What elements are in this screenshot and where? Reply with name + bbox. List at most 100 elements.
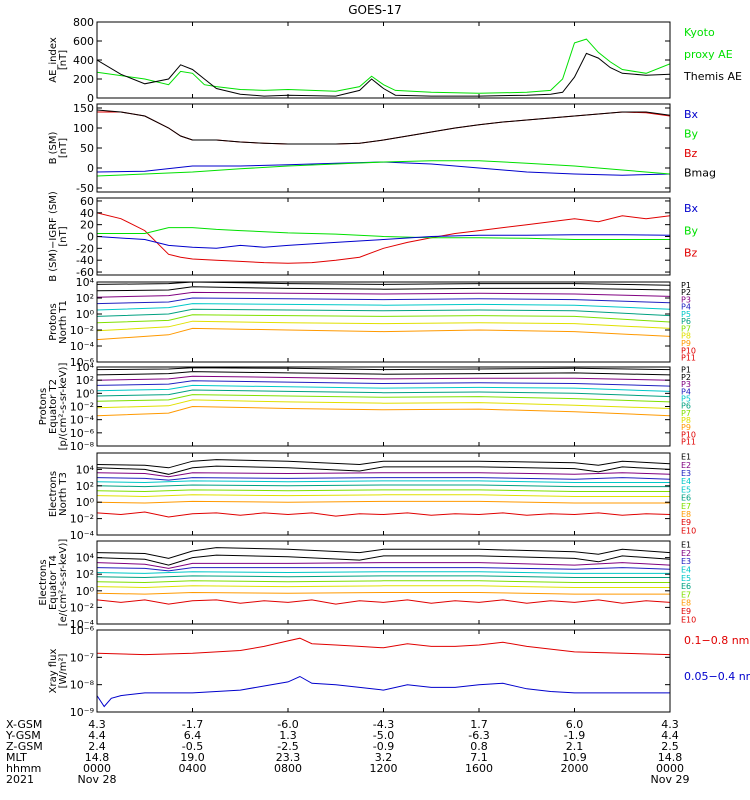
series-line-3 bbox=[97, 562, 670, 569]
x-row-value: 0000 bbox=[83, 762, 111, 775]
legend-label: P7 bbox=[681, 324, 691, 333]
x-axis-table: X-GSM 4.3 -1.7 -6.0 -4.3 1.7 6.0 4.3 Y-GSM 4.4 6.4… bbox=[5, 718, 689, 786]
panel-frame bbox=[96, 629, 671, 713]
x-row-value: -2.5 bbox=[277, 740, 298, 753]
series-line-1 bbox=[97, 367, 670, 371]
y-axis-label: [W/m²] bbox=[58, 653, 69, 688]
legend-label: P8 bbox=[681, 416, 691, 425]
y-tick-label: 10⁰ bbox=[76, 387, 95, 400]
series-group bbox=[97, 637, 670, 708]
series-line-1 bbox=[97, 547, 670, 559]
series-line-1 bbox=[97, 111, 670, 145]
x-row-value: 4.3 bbox=[88, 718, 106, 731]
legend-label: E3 bbox=[681, 557, 691, 566]
series-line-2 bbox=[97, 109, 670, 145]
legend-label: P9 bbox=[681, 339, 691, 348]
legend-label: E5 bbox=[681, 574, 691, 583]
panel-frame bbox=[96, 21, 671, 99]
y-axis-label: B (SM)−IGRF (SM) bbox=[48, 191, 59, 282]
y-tick-label: 10⁻⁸ bbox=[70, 679, 95, 692]
series-group bbox=[97, 38, 670, 97]
x-row-value: 1.3 bbox=[279, 729, 297, 742]
y-tick-label: 10² bbox=[76, 292, 94, 305]
legend-label: P6 bbox=[681, 402, 691, 411]
series-line-4 bbox=[97, 477, 670, 481]
panel-frame bbox=[96, 103, 671, 193]
y-axis-label: Xray flux bbox=[48, 649, 59, 694]
y-tick-label: 400 bbox=[73, 54, 94, 67]
x-row-value: 6.4 bbox=[184, 729, 202, 742]
x-row-label: Y-GSM bbox=[5, 729, 41, 742]
y-axis-label: AE_index bbox=[48, 37, 59, 83]
legend-label: E7 bbox=[681, 502, 691, 511]
legend-label: P9 bbox=[681, 423, 691, 432]
series-group bbox=[97, 109, 670, 177]
series-line-1 bbox=[97, 637, 670, 656]
y-axis-label: Protons bbox=[48, 303, 59, 340]
legend-label: E3 bbox=[681, 469, 691, 478]
x-row-value: 6.0 bbox=[566, 718, 584, 731]
y-axis-label: North T3 bbox=[58, 472, 69, 516]
y-tick-label: 0 bbox=[87, 92, 94, 105]
y-tick-label: 10⁴ bbox=[76, 463, 95, 476]
series-line-10 bbox=[97, 599, 670, 605]
legend-label: E10 bbox=[681, 615, 696, 624]
series-line-4 bbox=[97, 567, 670, 572]
legend-label: E9 bbox=[681, 518, 691, 527]
x-row-value: -5.0 bbox=[373, 729, 394, 742]
series-line-4 bbox=[97, 297, 670, 305]
legend-label: Bx bbox=[684, 108, 699, 121]
legend-label: E2 bbox=[681, 549, 691, 558]
series-line-3 bbox=[97, 472, 670, 478]
x-row-value: 14.8 bbox=[658, 751, 683, 764]
legend-label: E2 bbox=[681, 461, 691, 470]
series-line-7 bbox=[97, 394, 670, 403]
series-group bbox=[97, 459, 670, 518]
legend-label: E10 bbox=[681, 526, 696, 535]
y-tick-label: -40 bbox=[76, 254, 94, 267]
y-tick-label: 0 bbox=[87, 162, 94, 175]
x-row-value: 2.1 bbox=[566, 740, 584, 753]
series-line-5 bbox=[97, 480, 670, 484]
legend-label: P2 bbox=[681, 373, 691, 382]
series-line-10 bbox=[97, 511, 670, 518]
series-line-9 bbox=[97, 500, 670, 504]
legend-label: Bz bbox=[684, 247, 698, 260]
legend-label: P3 bbox=[681, 295, 691, 304]
legend-label: Kyoto bbox=[684, 26, 715, 39]
y-tick-label: 10⁻⁴ bbox=[70, 618, 95, 631]
series-line-3 bbox=[97, 291, 670, 298]
y-tick-label: 10⁻⁴ bbox=[70, 414, 95, 427]
start-date-label: Nov 28 bbox=[78, 773, 117, 786]
x-row-value: 2000 bbox=[561, 762, 589, 775]
legend-label: P4 bbox=[681, 387, 691, 396]
y-tick-label: 10⁻⁶ bbox=[70, 624, 95, 637]
series-line-6 bbox=[97, 389, 670, 398]
x-row-value: -1.9 bbox=[564, 729, 585, 742]
legend-label: proxy AE bbox=[684, 48, 733, 61]
panel-4: 10⁻⁶ 10⁻⁴ 10⁻² 10⁰ 10² 10⁴ Protons North T1 P1P2… bbox=[48, 276, 696, 369]
y-tick-label: 10⁻⁴ bbox=[70, 529, 95, 542]
x-row-label: hhmm bbox=[6, 762, 41, 775]
panel-1: 0 200 400 600 800 AE_index [nT] Kyoto proxy AE Th… bbox=[48, 16, 742, 105]
x-row-value: 4.4 bbox=[661, 729, 679, 742]
y-tick-label: 10⁻⁹ bbox=[70, 706, 94, 719]
x-row-value: 2.4 bbox=[88, 740, 106, 753]
panel-8: 10⁻⁹ 10⁻⁸ 10⁻⁷ 10⁻⁶ Xray flux [W/m²] 0.1−0.8 n… bbox=[48, 624, 750, 719]
legend-label: P11 bbox=[681, 354, 696, 363]
legend-label: P4 bbox=[681, 303, 691, 312]
series-line-4 bbox=[97, 160, 670, 177]
legend-label: E4 bbox=[681, 477, 691, 486]
series-line-2 bbox=[97, 554, 670, 566]
legend-label: 0.05−0.4 nm bbox=[684, 670, 750, 683]
y-axis-label: Protons bbox=[38, 388, 49, 425]
y-tick-label: 10⁰ bbox=[76, 496, 95, 509]
y-axis-label: [nT] bbox=[58, 138, 69, 158]
series-line-6 bbox=[97, 484, 670, 488]
x-row-value: 19.0 bbox=[180, 751, 205, 764]
legend-label: P1 bbox=[681, 366, 691, 375]
series-line-8 bbox=[97, 494, 670, 498]
x-row-value: -4.3 bbox=[373, 718, 394, 731]
y-tick-label: 10⁻⁸ bbox=[70, 440, 95, 453]
